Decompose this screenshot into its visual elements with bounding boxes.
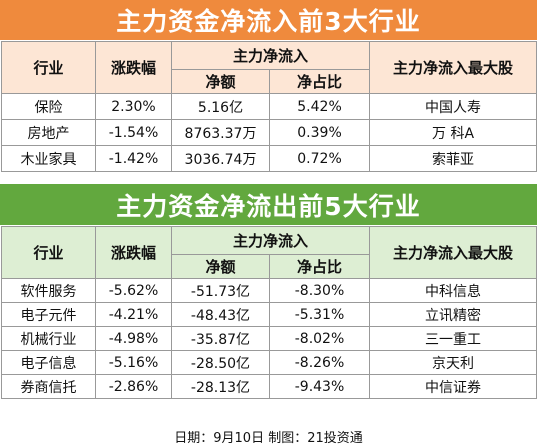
change-cell: -4.21%: [95, 302, 172, 327]
footer-text: 日期：9月10日 制图：21投资通: [174, 431, 363, 446]
inflow-header-change: 涨跌幅: [95, 41, 172, 94]
table-row: 软件服务 -5.62% -51.73亿 -8.30% 中科信息: [1, 278, 537, 303]
industry-cell: 木业家具: [1, 145, 96, 172]
industry-cell: 券商信托: [1, 374, 96, 399]
inflow-title-banner: 主力资金净流入前3大行业: [0, 0, 537, 40]
change-cell: -2.86%: [95, 374, 172, 399]
net-amount-cell: 8763.37万: [171, 119, 270, 146]
table-row: 电子元件 -4.21% -48.43亿 -5.31% 立讯精密: [1, 302, 537, 327]
industry-cell: 保险: [1, 93, 96, 120]
net-amount-cell: 3036.74万: [171, 145, 270, 172]
change-cell: -5.62%: [95, 278, 172, 303]
change-cell: 2.30%: [95, 93, 172, 120]
table-row: 券商信托 -2.86% -28.13亿 -9.43% 中信证券: [1, 374, 537, 399]
net-ratio-cell: -9.43%: [268, 374, 371, 399]
industry-cell: 房地产: [1, 119, 96, 146]
outflow-header-net-ratio: 净占比: [268, 254, 371, 279]
change-cell: -1.42%: [95, 145, 172, 172]
table-row: 保险 2.30% 5.16亿 5.42% 中国人寿: [1, 93, 537, 120]
table-row: 房地产 -1.54% 8763.37万 0.39% 万 科A: [1, 119, 537, 146]
inflow-title: 主力资金净流入前3大行业: [116, 7, 421, 36]
inflow-header-net-flow-group: 主力净流入: [170, 41, 371, 70]
net-ratio-cell: 5.42%: [268, 93, 371, 120]
net-amount-cell: -35.87亿: [171, 326, 270, 351]
net-ratio-cell: -8.02%: [268, 326, 371, 351]
top-stock-cell: 三一重工: [369, 326, 537, 351]
outflow-header-net-amount: 净额: [171, 254, 270, 279]
inflow-table: 行业 涨跌幅 主力净流入 主力净流入最大股 净额 净占比 保险 2.30% 5.…: [1, 41, 537, 172]
industry-cell: 机械行业: [1, 326, 96, 351]
net-amount-cell: -28.50亿: [171, 350, 270, 375]
outflow-header-top-stock: 主力净流入最大股: [369, 226, 537, 279]
industry-cell: 电子信息: [1, 350, 96, 375]
change-cell: -4.98%: [95, 326, 172, 351]
net-amount-cell: 5.16亿: [171, 93, 270, 120]
table-row: 电子信息 -5.16% -28.50亿 -8.26% 京天利: [1, 350, 537, 375]
inflow-header-industry: 行业: [1, 41, 96, 94]
net-amount-cell: -28.13亿: [171, 374, 270, 399]
inflow-header-net-amount: 净额: [171, 69, 270, 94]
inflow-subheader-row: 净额 净占比: [2, 69, 537, 94]
net-ratio-cell: 0.39%: [268, 119, 371, 146]
table-row: 机械行业 -4.98% -35.87亿 -8.02% 三一重工: [1, 326, 537, 351]
outflow-header-industry: 行业: [1, 226, 96, 279]
inflow-header-net-ratio: 净占比: [268, 69, 371, 94]
top-stock-cell: 中科信息: [369, 278, 537, 303]
outflow-header-row: 行业 涨跌幅 主力净流入 主力净流入最大股: [1, 226, 537, 279]
inflow-header-row: 行业 涨跌幅 主力净流入 主力净流入最大股: [1, 41, 537, 94]
net-ratio-cell: -8.30%: [268, 278, 371, 303]
inflow-header-top-stock: 主力净流入最大股: [369, 41, 537, 94]
net-ratio-cell: -8.26%: [268, 350, 371, 375]
footer-caption: 日期：9月10日 制图：21投资通: [0, 425, 537, 448]
top-stock-cell: 中信证券: [369, 374, 537, 399]
top-stock-cell: 中国人寿: [369, 93, 537, 120]
change-cell: -1.54%: [95, 119, 172, 146]
industry-cell: 电子元件: [1, 302, 96, 327]
outflow-title-banner: 主力资金净流出前5大行业: [0, 184, 537, 225]
outflow-header-net-flow-group: 主力净流入: [170, 226, 371, 255]
industry-cell: 软件服务: [1, 278, 96, 303]
net-amount-cell: -51.73亿: [171, 278, 270, 303]
outflow-title: 主力资金净流出前5大行业: [116, 191, 421, 221]
outflow-table: 行业 涨跌幅 主力净流入 主力净流入最大股 净额 净占比 软件服务 -5.62%…: [1, 226, 537, 399]
net-ratio-cell: 0.72%: [268, 145, 371, 172]
table-row: 木业家具 -1.42% 3036.74万 0.72% 索菲亚: [1, 145, 537, 172]
top-stock-cell: 索菲亚: [369, 145, 537, 172]
change-cell: -5.16%: [95, 350, 172, 375]
outflow-header-change: 涨跌幅: [95, 226, 172, 279]
top-stock-cell: 万 科A: [369, 119, 537, 146]
net-ratio-cell: -5.31%: [268, 302, 371, 327]
top-stock-cell: 立讯精密: [369, 302, 537, 327]
net-amount-cell: -48.43亿: [171, 302, 270, 327]
top-stock-cell: 京天利: [369, 350, 537, 375]
